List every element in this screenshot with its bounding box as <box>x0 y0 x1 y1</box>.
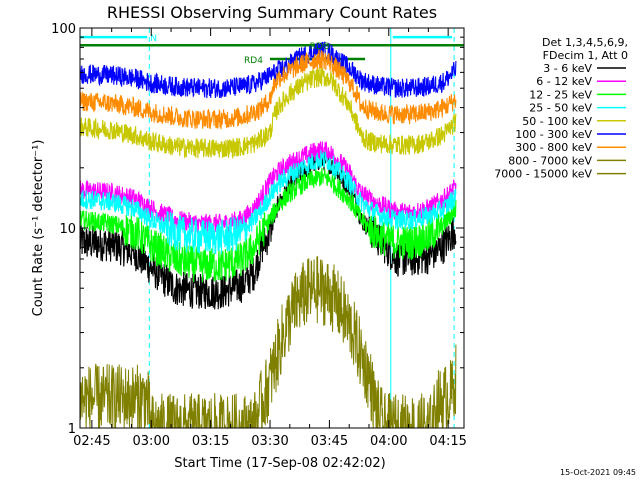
legend-label-0: 3 - 6 keV <box>543 62 592 75</box>
legend-label-6: 300 - 800 keV <box>515 141 592 154</box>
legend-label-3: 25 - 50 keV <box>529 102 592 115</box>
x-tick-label: 03:30 <box>251 434 288 449</box>
legend-label-4: 50 - 100 keV <box>522 115 592 128</box>
y-tick-label: 1 <box>68 422 76 437</box>
overlay-label-1: RD4 <box>244 56 263 66</box>
legend-label-8: 7000 - 15000 keV <box>494 168 592 181</box>
overlay-labels: RDO RD4 N <box>150 34 330 66</box>
x-tick-label: 04:15 <box>429 434 466 449</box>
legend-header: FDecim 1, Att 0 <box>543 49 628 62</box>
series-line-3 <box>79 150 457 255</box>
overlay-label-0: RDO <box>310 42 330 52</box>
y-axis: 1 10 100 <box>51 22 464 437</box>
y-axis-label: Count Rate (s⁻¹ detector⁻¹) <box>31 140 46 317</box>
x-axis: 02:45 03:00 03:15 03:30 03:45 04:00 04:15 <box>73 28 467 449</box>
y-tick-label: 10 <box>59 222 76 237</box>
chart-title: RHESSI Observing Summary Count Rates <box>107 3 437 22</box>
series-group <box>79 41 457 430</box>
x-tick-label: 04:00 <box>370 434 407 449</box>
x-tick-label: 03:00 <box>133 434 170 449</box>
footer-timestamp: 15-Oct-2021 09:45 <box>560 468 636 477</box>
x-tick-label: 02:45 <box>73 434 110 449</box>
series-line-6 <box>79 49 457 130</box>
x-tick-label: 03:15 <box>192 434 229 449</box>
overlay-label-2: N <box>150 34 157 44</box>
x-tick-label: 03:45 <box>311 434 348 449</box>
legend-label-7: 800 - 7000 keV <box>508 154 592 167</box>
legend: Det 1,3,4,5,6,9,FDecim 1, Att 03 - 6 keV… <box>494 36 628 181</box>
x-axis-label: Start Time (17-Sep-08 02:42:02) <box>174 456 385 471</box>
series-line-4 <box>79 67 457 160</box>
legend-label-2: 12 - 25 keV <box>529 88 592 101</box>
series-line-5 <box>79 41 457 99</box>
series-line-7 <box>79 256 457 430</box>
y-tick-label: 100 <box>51 22 76 37</box>
series-line-2 <box>79 167 457 283</box>
legend-label-5: 100 - 300 keV <box>515 128 592 141</box>
legend-header: Det 1,3,4,5,6,9, <box>542 36 628 49</box>
legend-label-1: 6 - 12 keV <box>536 75 592 88</box>
